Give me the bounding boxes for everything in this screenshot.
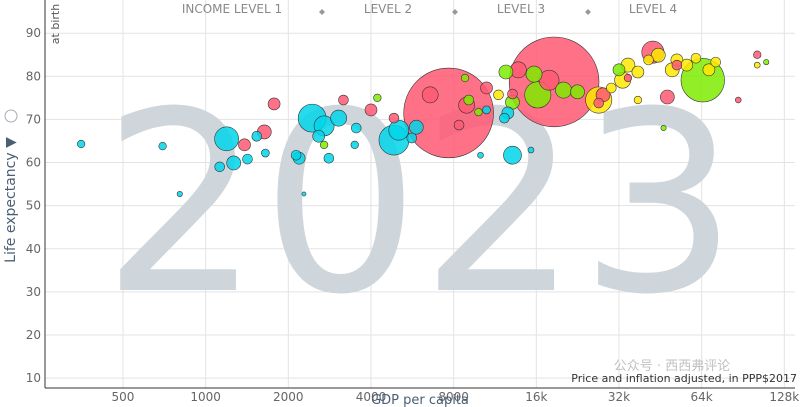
bubble <box>226 155 241 171</box>
bubble <box>660 125 667 132</box>
bubble <box>77 139 86 149</box>
bubble <box>320 140 329 149</box>
y-axis-label[interactable]: Life expectancy ▼ <box>3 137 19 263</box>
bubble <box>463 94 475 106</box>
background-layer <box>45 0 795 388</box>
bubble <box>350 122 362 134</box>
bubble <box>753 50 762 59</box>
bubble <box>702 63 716 77</box>
bubble <box>388 112 400 124</box>
bubble <box>214 161 225 173</box>
bubble <box>388 119 410 141</box>
bubble <box>633 95 642 105</box>
bubble <box>350 140 359 149</box>
bubble <box>460 73 470 83</box>
x-tick-label: 32k <box>608 390 630 404</box>
bubble <box>251 130 263 142</box>
bubble <box>503 145 522 165</box>
bubble <box>623 73 633 83</box>
x-tick-label: 64k <box>691 390 713 404</box>
watermark: 公众号 · 西西弗评论 <box>614 359 730 374</box>
bubble <box>651 47 666 63</box>
legend-item[interactable]: LEVEL 4 <box>629 2 677 16</box>
bubble <box>643 54 654 66</box>
y-axis-note: at birth <box>49 4 62 44</box>
bubble <box>660 89 675 105</box>
bubble <box>570 84 585 100</box>
x-tick-label: 128k <box>769 390 799 404</box>
legend-item[interactable]: LEVEL 2 <box>364 2 412 16</box>
legend-item[interactable]: LEVEL 3 <box>497 2 545 16</box>
bubble <box>593 97 604 109</box>
y-tick-label: 10 <box>26 371 41 385</box>
bubble <box>261 148 270 158</box>
bubble <box>606 82 617 94</box>
bubble <box>493 89 504 101</box>
x-tick-label: 500 <box>112 390 135 404</box>
bubble <box>158 142 167 151</box>
legend-separator <box>319 9 325 15</box>
bubble <box>480 81 493 95</box>
x-tick-label: 8000 <box>438 390 469 404</box>
bubble <box>507 88 518 100</box>
bubble <box>612 63 626 77</box>
bubble <box>176 191 183 197</box>
bubble <box>406 132 417 144</box>
x-tick-label: 16k <box>525 390 547 404</box>
legend-separator <box>585 9 591 15</box>
x-tick-label: 4000 <box>356 390 387 404</box>
bubble <box>421 86 439 104</box>
bubble <box>498 64 514 80</box>
y-tick-label: 30 <box>26 285 41 299</box>
bubble <box>525 65 543 83</box>
bubble <box>735 96 742 104</box>
bubble <box>499 112 510 124</box>
info-icon[interactable] <box>4 109 18 123</box>
x-tick-label: 2000 <box>273 390 304 404</box>
bubble <box>338 94 349 106</box>
bubble <box>323 152 335 164</box>
annotation: Price and inflation adjusted, in PPP$201… <box>571 372 797 385</box>
x-tick-label: 1000 <box>190 390 221 404</box>
bubble <box>477 151 484 159</box>
bubble <box>482 105 491 115</box>
bubble <box>763 59 770 66</box>
bubble <box>330 109 347 127</box>
bubble-layer <box>77 36 770 197</box>
y-tick-label: 80 <box>26 69 41 83</box>
bubble <box>710 56 721 68</box>
bubble <box>312 129 325 143</box>
legend-item[interactable]: INCOME LEVEL 1 <box>182 2 282 16</box>
bubble <box>373 93 382 102</box>
bubble <box>453 119 465 131</box>
foreground-layer: 10 20 30 40 50 60 70 80 90 500 1000 2000 4000 8000 16k… <box>26 0 799 404</box>
y-tick-label: 50 <box>26 199 41 213</box>
bubble <box>555 81 572 99</box>
bubble <box>671 59 683 71</box>
y-tick-label: 70 <box>26 112 41 126</box>
bubble <box>409 119 424 135</box>
bubble <box>753 61 761 69</box>
y-tick-label: 20 <box>26 328 41 342</box>
y-tick-label: 60 <box>26 156 41 170</box>
bubble <box>680 58 694 72</box>
y-tick-label: 90 <box>26 26 41 40</box>
bubble <box>301 191 307 197</box>
legend-separator <box>452 9 458 15</box>
bubble <box>364 103 378 117</box>
bubble <box>474 107 483 117</box>
bubble <box>242 153 253 165</box>
x-axis-label[interactable]: GDP per capita <box>371 393 469 407</box>
bubble <box>238 138 251 152</box>
bubble <box>214 126 239 152</box>
bubble <box>290 149 302 161</box>
bubble <box>527 146 535 154</box>
bubble <box>267 97 281 111</box>
bubble <box>631 65 645 79</box>
bubble <box>690 52 702 64</box>
y-tick-label: 40 <box>26 242 41 256</box>
